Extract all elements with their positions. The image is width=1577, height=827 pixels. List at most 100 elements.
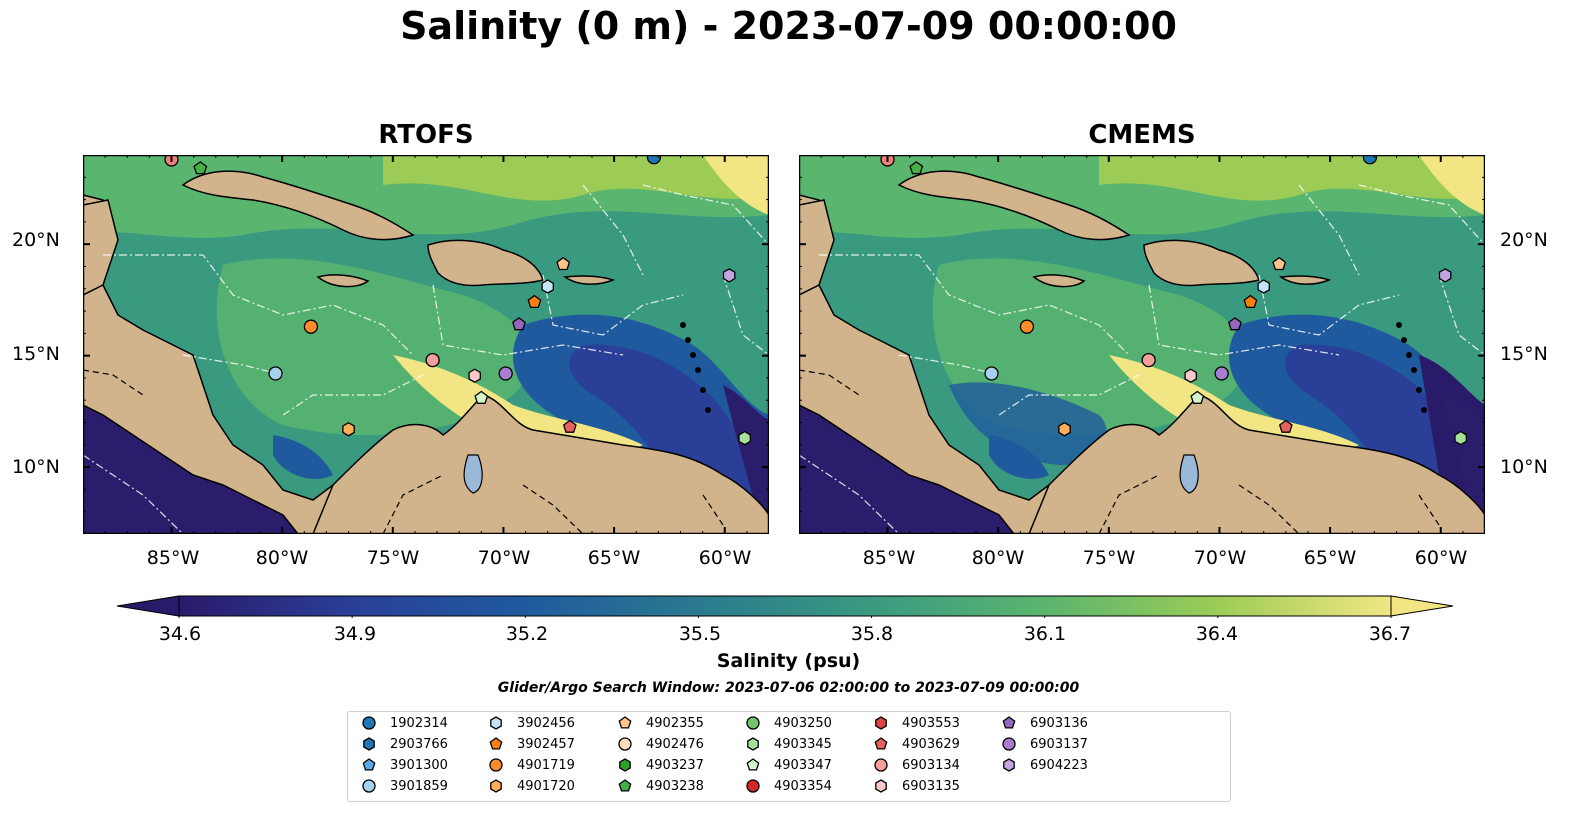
salinity-field [273,435,333,479]
eez-boundary [103,254,414,356]
legend-item: 6903135 [870,776,960,796]
float-marker [1228,317,1242,331]
float-marker [541,279,554,294]
float-marker [984,366,999,381]
legend-marker-circle-icon [874,758,888,772]
colorbar-tick-label: 36.7 [1368,623,1412,645]
legend-item: 4902476 [614,734,704,754]
legend-item: 4903553 [870,713,960,733]
legend-label: 4903238 [646,778,704,794]
lake-maracaibo [463,454,483,494]
map-panel-cmems [799,155,1485,534]
eez-boundary [1258,274,1400,336]
map-frame [83,155,769,534]
legend-label: 4903354 [774,778,832,794]
land-puerto-rico [562,275,616,285]
land-lesser-antilles [1396,322,1402,328]
eez-boundary [819,254,1130,356]
float-marker [1278,419,1293,433]
salinity-field [393,355,643,453]
legend-label: 6903134 [902,757,960,773]
legend-marker-hexagon-icon [490,779,502,793]
lat-tick-label-left: 15°N [12,343,60,365]
legend-marker-pentagon-icon [746,758,760,771]
legend-marker-hexagon-icon [1003,758,1015,772]
lat-tick-label-right: 20°N [1500,229,1548,251]
colorbar-tick-label: 36.4 [1195,623,1239,645]
land-lesser-antilles [700,387,706,393]
lon-tick-label-left: 85°W [146,547,200,569]
float-marker [722,268,736,283]
legend-marker-pentagon-icon [1002,716,1016,729]
colorbar-label: Salinity (psu) [716,650,861,672]
float-marker [1190,390,1205,404]
legend-item: 4901719 [485,755,575,775]
float-marker [1058,421,1071,437]
lon-tick-label-left: 80°W [255,547,309,569]
salinity-field [949,382,1107,465]
float-marker [909,161,924,175]
legend-item: 3902457 [485,734,575,754]
land-jamaica [316,274,370,288]
colorbar-tick-label: 36.1 [1023,623,1067,645]
lon-tick-label-left: 65°W [587,547,641,569]
colorbar-tick-label: 35.5 [678,623,722,645]
lon-tick-label-left: 75°W [366,547,420,569]
legend-item: 6904223 [998,755,1088,775]
float-marker [646,155,662,165]
land-lesser-antilles [1406,352,1412,358]
eez-boundary [722,274,769,356]
country-border [522,484,584,534]
lake-maracaibo [1179,454,1199,494]
legend-label: 4901719 [517,757,575,773]
legend-item: 1902314 [358,713,448,733]
float-marker [556,256,571,271]
land-cuba [897,170,1131,241]
eez-boundary [1298,184,1360,276]
legend-marker-circle-icon [362,716,376,730]
legend-marker-pentagon-icon [362,758,376,771]
country-border [702,494,724,526]
legend-marker-pentagon-icon [618,779,632,792]
legend-item: 4903237 [614,755,704,775]
float-marker [1243,294,1258,309]
land-lesser-antilles [690,352,696,358]
legend-label: 3902456 [517,715,575,731]
legend-label: 4903345 [774,736,832,752]
legend-label: 6903135 [902,778,960,794]
map-panel-rtofs [83,155,769,534]
colorbar-extend-min [116,595,180,617]
float-marker [1454,430,1467,446]
land-lesser-antilles [1421,407,1427,413]
float-marker [1272,256,1287,271]
land-yucatan [799,199,835,296]
float-marker [562,419,577,433]
land-yucatan [83,199,119,296]
salinity-field [989,435,1049,479]
float-marker [738,430,751,446]
salinity-field [1419,155,1485,215]
legend-marker-hexagon-icon [875,716,887,730]
legend-marker-hexagon-icon [490,716,502,730]
lon-tick-label-left: 70°W [477,547,531,569]
lon-tick-label-right: 85°W [862,547,916,569]
legend-marker-hexagon-icon [747,737,759,751]
country-border [1418,494,1440,526]
legend-label: 3902457 [517,736,575,752]
legend-label: 4903237 [646,757,704,773]
land-south-america [312,394,769,534]
float-marker [193,161,208,175]
colorbar-extend-max [1390,595,1454,617]
legend-item: 4903354 [742,776,832,796]
legend-item: 4903238 [614,776,704,796]
country-border [799,369,860,396]
eez-boundary [182,354,284,376]
land-lesser-antilles [705,407,711,413]
land-hispaniola [1143,239,1260,287]
lat-tick-label-left: 20°N [12,229,60,251]
atlantic-ocean [1439,385,1485,534]
legend-marker-circle-icon [489,758,503,772]
float-marker [425,352,440,368]
eez-boundary [83,454,184,534]
colorbar-tick-label: 35.2 [505,623,549,645]
